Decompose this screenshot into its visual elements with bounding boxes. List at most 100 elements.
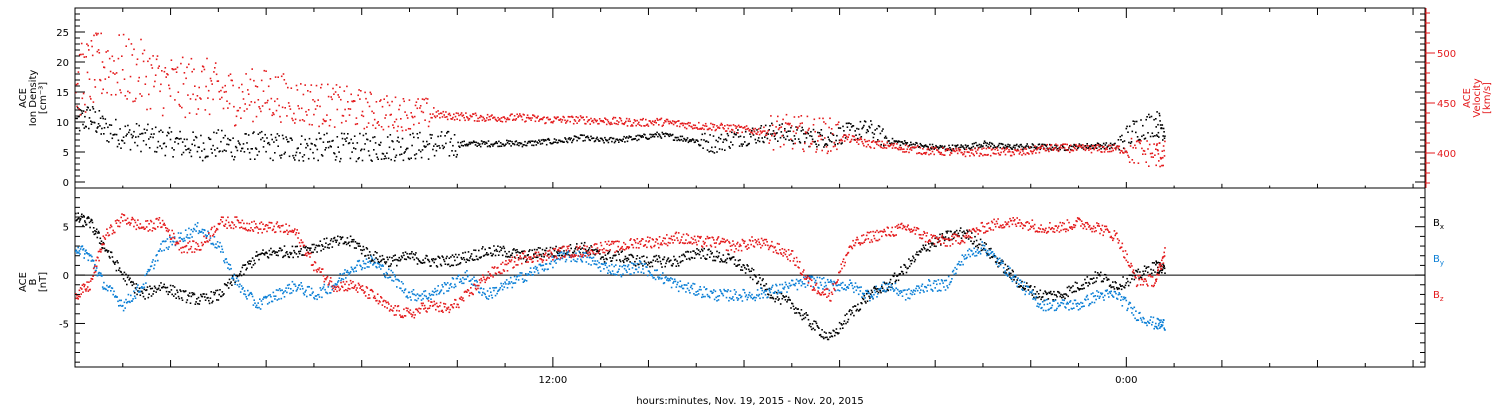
bx-point	[1112, 281, 1114, 283]
bx-point	[219, 289, 221, 291]
by-point	[822, 288, 824, 290]
velocity-point	[301, 108, 303, 110]
bx-point	[281, 249, 283, 251]
velocity-point	[843, 134, 845, 136]
density-point	[373, 149, 375, 151]
by-point	[719, 295, 721, 297]
by-point	[422, 298, 424, 300]
bx-point	[652, 260, 654, 262]
density-point	[474, 141, 476, 143]
by-point	[781, 291, 783, 293]
bx-point	[411, 251, 413, 253]
velocity-point	[772, 124, 774, 126]
velocity-point	[308, 109, 310, 111]
velocity-point	[107, 50, 109, 52]
density-point	[311, 143, 313, 145]
by-point	[855, 282, 857, 284]
bx-point	[178, 296, 180, 298]
velocity-point	[745, 129, 747, 131]
density-point	[903, 143, 905, 145]
density-point	[130, 149, 132, 151]
by-point	[494, 287, 496, 289]
velocity-point	[1140, 140, 1142, 142]
velocity-point	[473, 113, 475, 115]
bx-point	[264, 254, 266, 256]
velocity-point	[330, 96, 332, 98]
bx-point	[369, 251, 371, 253]
density-point	[882, 128, 884, 130]
velocity-point	[249, 104, 251, 106]
by-point	[895, 287, 897, 289]
velocity-point	[99, 52, 101, 54]
by-point	[529, 271, 531, 273]
density-point	[965, 144, 967, 146]
bx-point	[195, 301, 197, 303]
bx-point	[816, 323, 818, 325]
density-point	[152, 137, 154, 139]
velocity-point	[625, 121, 627, 123]
by-point	[433, 294, 435, 296]
bx-point	[792, 303, 794, 305]
by-point	[119, 300, 121, 302]
velocity-point	[686, 128, 688, 130]
velocity-point	[615, 117, 617, 119]
bx-point	[426, 255, 428, 257]
density-point	[242, 148, 244, 150]
by-point	[856, 290, 858, 292]
velocity-point	[426, 102, 428, 104]
velocity-point	[101, 93, 103, 95]
by-point	[458, 274, 460, 276]
bx-point	[231, 284, 233, 286]
bx-point	[1010, 273, 1012, 275]
density-point	[126, 133, 128, 135]
density-point	[430, 137, 432, 139]
density-point	[277, 145, 279, 147]
density-point	[352, 142, 354, 144]
bx-point	[1142, 275, 1144, 277]
density-point	[709, 134, 711, 136]
by-point	[302, 288, 304, 290]
bx-point	[1068, 286, 1070, 288]
bx-point	[410, 258, 412, 260]
velocity-point	[904, 151, 906, 153]
density-point	[338, 151, 340, 153]
by-point	[437, 285, 439, 287]
bx-point	[492, 253, 494, 255]
by-point	[476, 280, 478, 282]
velocity-point	[856, 141, 858, 143]
bx-point	[460, 262, 462, 264]
density-point	[720, 138, 722, 140]
density-point	[1132, 120, 1134, 122]
velocity-point	[116, 72, 118, 74]
by-point	[727, 289, 729, 291]
bx-point	[286, 251, 288, 253]
by-point	[790, 285, 792, 287]
by-point	[106, 285, 108, 287]
bx-point	[709, 256, 711, 258]
velocity-point	[940, 153, 942, 155]
velocity-point	[522, 119, 524, 121]
bx-point	[339, 236, 341, 238]
bx-point	[989, 257, 991, 259]
by-point	[210, 237, 212, 239]
density-point	[615, 141, 617, 143]
density-point	[1092, 147, 1094, 149]
velocity-point	[636, 120, 638, 122]
bx-point	[880, 292, 882, 294]
velocity-point	[763, 127, 765, 129]
bx-point	[414, 259, 416, 261]
density-point	[403, 160, 405, 162]
by-point	[596, 264, 598, 266]
by-point	[875, 286, 877, 288]
bx-point	[113, 262, 115, 264]
velocity-point	[177, 67, 179, 69]
by-point	[228, 263, 230, 265]
bx-point	[500, 249, 502, 251]
by-point	[852, 285, 854, 287]
bx-point	[362, 250, 364, 252]
bx-point	[1016, 279, 1018, 281]
by-point	[368, 266, 370, 268]
density-point	[593, 137, 595, 139]
density-point	[1007, 144, 1009, 146]
bx-point	[907, 267, 909, 269]
